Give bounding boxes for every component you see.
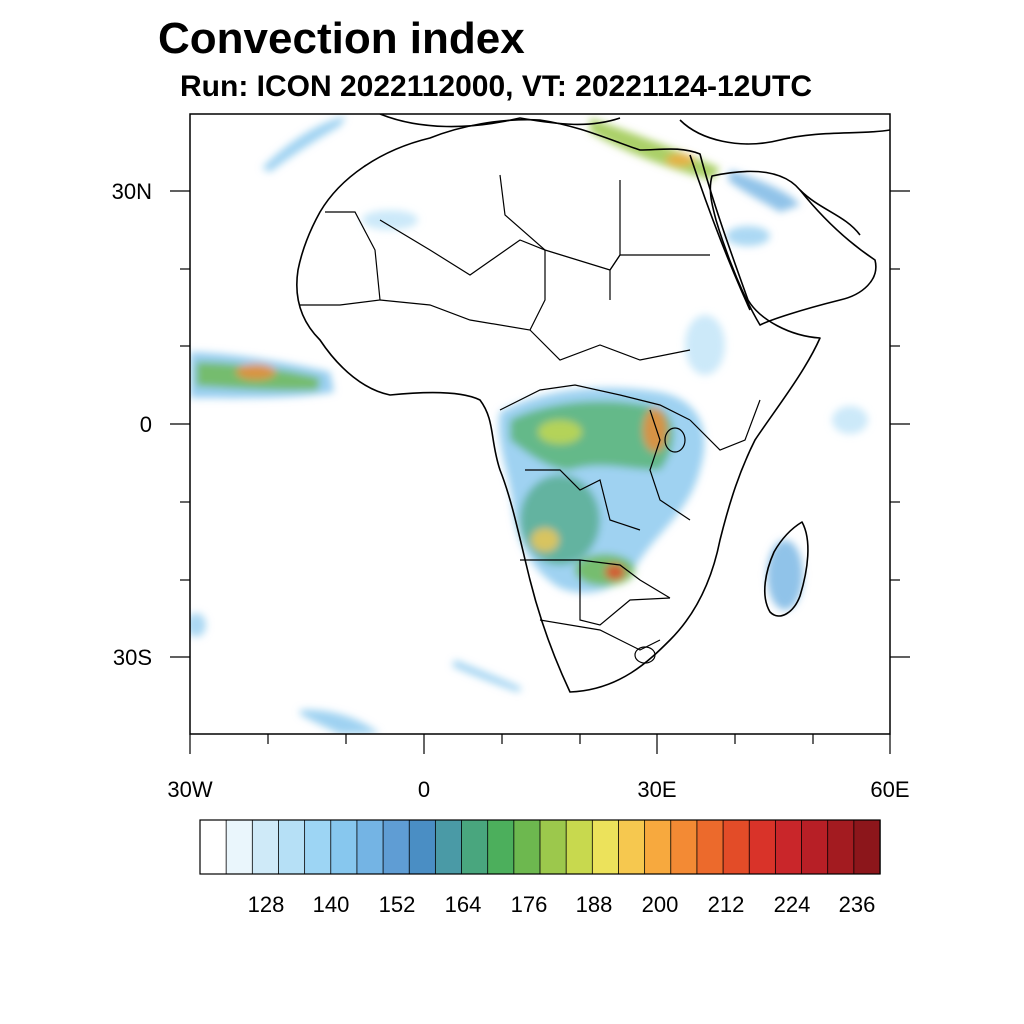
border-east-1 [649,409,691,521]
country-borders [300,174,761,664]
indian-ocean-patch [832,406,868,434]
colorbar-swatch [225,819,253,875]
colorbar-label: 140 [313,892,350,917]
lon-label-60e: 60E [870,777,909,802]
lon-label-0: 0 [418,777,430,802]
atlantic-peak [236,364,276,380]
border-central-2 [525,469,641,531]
nw-streak [262,116,346,172]
colorbar-label: 188 [576,892,613,917]
sw-edge-patch [190,613,206,637]
colorbar-swatch [199,819,227,875]
colorbar-swatch [330,819,358,875]
lat-label-30s: 30S [113,645,152,670]
colorbar-swatch [774,819,803,875]
colorbar-swatch [827,819,855,875]
coastlines [296,114,890,693]
border-sahel [379,299,691,361]
south-atlantic-streak [300,709,380,734]
colorbar-swatch [748,819,777,875]
arabia-coast [709,170,877,326]
colorbar-swatch [408,819,437,875]
arabia-patch [726,226,770,246]
convection-field [190,116,868,734]
chart-subtitle: Run: ICON 2022112000, VT: 20221124-12UTC [180,70,813,103]
colorbar-swatch [591,819,620,875]
med-peak [666,154,694,166]
colorbar-label: 224 [774,892,811,917]
chart-title: Convection index [158,14,525,63]
lesotho [634,646,656,664]
border-central-3 [520,559,671,599]
madagascar-coast [764,521,809,617]
colorbar-label: 236 [839,892,876,917]
colorbar-border [199,819,881,875]
angola-field [520,475,600,565]
border-central-1 [499,384,691,421]
colorbar-swatch [670,819,698,875]
map-area [190,114,890,734]
border-west-africa [300,211,381,306]
central-africa-core [510,401,674,470]
colorbar-swatch [382,819,410,875]
colorbar-label: 212 [708,892,745,917]
red-sea [689,154,751,311]
colorbar-swatch [696,819,724,875]
colorbar-label: 200 [642,892,679,917]
colorbar-swatch [513,819,541,875]
border-sahara-2 [499,174,546,331]
congo-peak [538,420,582,444]
colorbar-swatch [565,819,594,875]
lake-victoria [664,427,686,453]
colorbar-swatch [618,819,646,875]
colorbar-label: 128 [248,892,285,917]
border-south-2 [539,619,661,651]
gulf-coast [799,189,861,236]
colorbar-swatch [539,819,567,875]
colorbar [199,819,881,875]
colorbar-swatch [304,819,332,875]
madagascar-field [767,540,803,610]
zambia-peak [605,564,625,580]
colorbar-swatch [487,819,515,875]
colorbar-swatch [356,819,384,875]
colorbar-swatch [278,819,306,875]
arabia-band [728,170,800,212]
colorbar-label: 152 [379,892,416,917]
colorbar-labels: 128 140 152 164 176 188 200 212 224 236 [248,892,876,917]
lat-label-30n: 30N [112,179,152,204]
border-east-2 [689,399,761,451]
africa-coast [296,118,821,693]
border-south-1 [579,560,671,626]
europe-coast [379,114,890,145]
angola-peak [531,528,559,552]
cape-streak [452,660,522,692]
border-sahara-3 [609,180,621,300]
colorbar-swatch [461,819,489,875]
lon-label-30w: 30W [167,777,212,802]
lat-label-0: 0 [140,412,152,437]
colorbar-swatch [644,819,672,875]
east-africa-field [685,315,725,375]
colorbar-label: 164 [445,892,482,917]
axis-ticks [170,190,910,754]
lakes-peak [643,408,667,452]
lon-label-30e: 30E [637,777,676,802]
colorbar-swatch [434,819,463,875]
colorbar-swatch [853,819,881,875]
colorbar-swatch [801,819,829,875]
colorbar-swatch [722,819,750,875]
colorbar-label: 176 [511,892,548,917]
colorbar-swatch [251,819,280,875]
sahara-patch [362,210,418,230]
